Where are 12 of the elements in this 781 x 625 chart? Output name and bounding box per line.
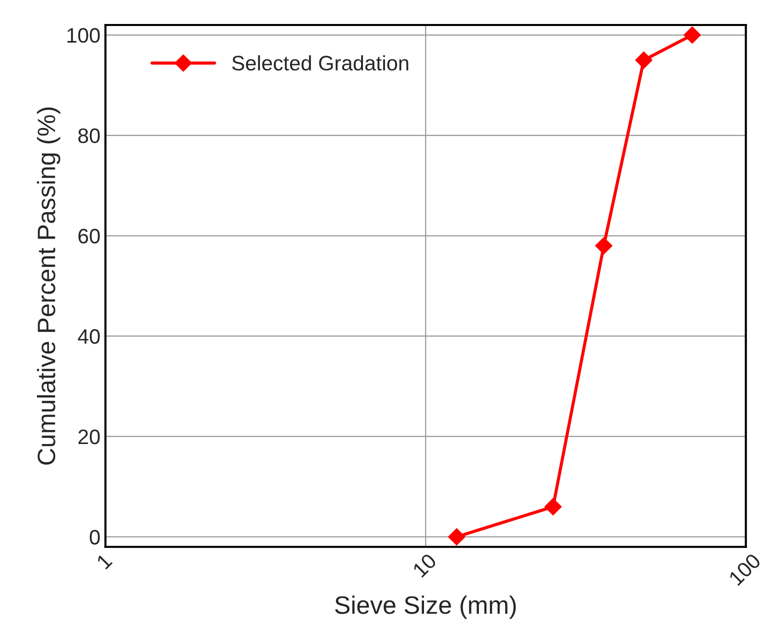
x-axis-title: Sieve Size (mm) — [335, 596, 516, 619]
x-tick-label: 1 — [96, 552, 113, 570]
y-tick-label: 100 — [67, 28, 100, 43]
y-tick-label: 20 — [78, 429, 100, 444]
y-tick-label: 80 — [78, 128, 100, 144]
y-tick-label: 40 — [78, 329, 100, 344]
y-axis-title: Cumulative Percent Passing (%) — [36, 108, 60, 465]
legend-label: Selected Gradation — [232, 55, 408, 71]
y-tick-label: 60 — [78, 228, 100, 244]
y-tick-label: 0 — [90, 530, 100, 545]
x-tick-label: 10 — [412, 552, 438, 578]
x-tick-label: 100 — [728, 552, 762, 586]
